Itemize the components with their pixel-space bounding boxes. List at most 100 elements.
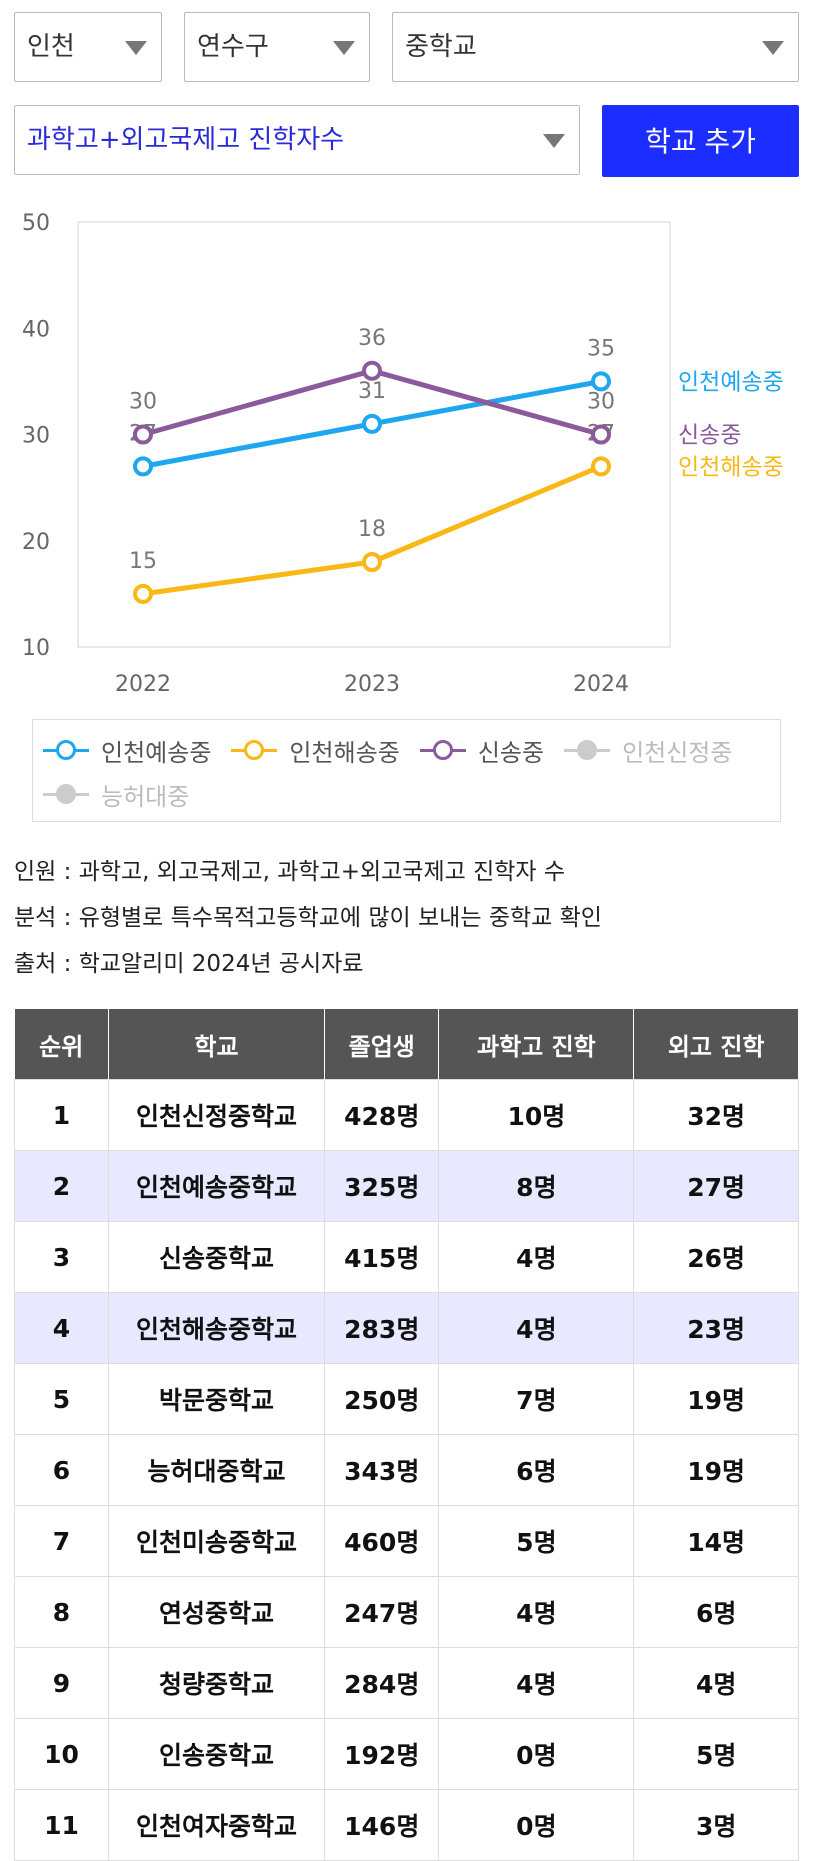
- school-level-select-value: 중학교: [405, 32, 477, 62]
- metric-select[interactable]: 과학고+외고국제고 진학자수: [14, 105, 580, 175]
- table-cell: 19명: [633, 1363, 799, 1435]
- table-cell: 5명: [633, 1718, 799, 1790]
- table-cell: 27명: [633, 1150, 799, 1222]
- table-cell: 1: [13, 1079, 110, 1151]
- table-cell: 146명: [324, 1789, 440, 1861]
- district-select[interactable]: 연수구: [184, 12, 370, 82]
- column-header: 학교: [108, 1009, 326, 1080]
- district-select-value: 연수구: [197, 32, 269, 62]
- school-level-select[interactable]: 중학교: [392, 12, 799, 82]
- data-point[interactable]: [133, 456, 153, 477]
- legend-label: 인천예송중: [101, 738, 212, 767]
- table-cell: 인천신정중학교: [108, 1079, 326, 1151]
- table-cell: 10: [13, 1718, 110, 1790]
- table-row[interactable]: 11 인천여자중학교 146명 0명 3명: [13, 1789, 799, 1861]
- region-select[interactable]: 인천: [14, 12, 162, 82]
- column-header: 외고 진학: [633, 1009, 799, 1080]
- table-cell: 인송중학교: [108, 1718, 326, 1790]
- data-point[interactable]: [362, 413, 382, 434]
- table-row[interactable]: 10 인송중학교 192명 0명 5명: [13, 1718, 799, 1790]
- legend-marker-icon: [231, 740, 278, 760]
- series-end-label: 인천예송중: [678, 369, 784, 395]
- legend-label: 인천해송중: [289, 738, 400, 767]
- data-point[interactable]: [133, 583, 153, 604]
- table-row[interactable]: 1 인천신정중학교 428명 10명 32명: [13, 1079, 799, 1151]
- data-label: 30: [129, 390, 157, 415]
- ranking-table: 순위 학교 졸업생 과학고 진학 외고 진학 1 인천신정중학교 428명 10명 32명 2 인천…: [13, 1009, 799, 1861]
- data-point[interactable]: [362, 360, 382, 381]
- table-cell: 0명: [438, 1718, 635, 1790]
- data-label: 18: [358, 517, 386, 542]
- table-cell: 7: [13, 1505, 110, 1577]
- series-end-label: 인천해송중: [678, 454, 784, 480]
- table-cell: 8명: [438, 1150, 635, 1222]
- note-count: 인원 : 과학고, 외고국제고, 과학고+외고국제고 진학자 수: [14, 859, 566, 885]
- table-cell: 인천예송중학교: [108, 1150, 326, 1222]
- x-tick-label: 2022: [115, 672, 171, 697]
- table-cell: 9: [13, 1647, 110, 1719]
- data-point[interactable]: [591, 456, 611, 477]
- data-point[interactable]: [133, 424, 153, 445]
- data-label: 35: [587, 336, 615, 361]
- table-cell: 8: [13, 1576, 110, 1648]
- legend-item[interactable]: 신송중: [419, 728, 544, 772]
- table-row[interactable]: 4 인천해송중학교 283명 4명 23명: [13, 1292, 799, 1364]
- y-tick-label: 30: [22, 424, 50, 449]
- table-row[interactable]: 6 능허대중학교 343명 6명 19명: [13, 1434, 799, 1506]
- column-header: 졸업생: [324, 1009, 440, 1080]
- table-cell: 4명: [438, 1292, 635, 1364]
- table-cell: 26명: [633, 1221, 799, 1293]
- table-cell: 14명: [633, 1505, 799, 1577]
- table-cell: 343명: [324, 1434, 440, 1506]
- table-row[interactable]: 8 연성중학교 247명 4명 6명: [13, 1576, 799, 1648]
- table-cell: 연성중학교: [108, 1576, 326, 1648]
- table-row[interactable]: 3 신송중학교 415명 4명 26명: [13, 1221, 799, 1293]
- legend-label: 능허대중: [101, 782, 190, 811]
- table-cell: 11: [13, 1789, 110, 1861]
- table-row[interactable]: 7 인천미송중학교 460명 5명 14명: [13, 1505, 799, 1577]
- table-row[interactable]: 9 청량중학교 284명 4명 4명: [13, 1647, 799, 1719]
- note-source: 출처 : 학교알리미 2024년 공시자료: [14, 951, 364, 977]
- table-cell: 2: [13, 1150, 110, 1222]
- region-select-value: 인천: [27, 32, 75, 62]
- table-cell: 7명: [438, 1363, 635, 1435]
- data-point[interactable]: [362, 552, 382, 572]
- table-cell: 415명: [324, 1221, 440, 1293]
- data-label: 30: [587, 390, 615, 415]
- data-point[interactable]: [591, 371, 611, 392]
- legend-item[interactable]: 인천예송중: [43, 728, 211, 772]
- table-cell: 3명: [633, 1789, 799, 1861]
- data-label: 15: [129, 549, 157, 574]
- data-label: 36: [358, 326, 386, 351]
- legend-label: 인천신정중: [622, 738, 733, 767]
- table-cell: 19명: [633, 1434, 799, 1506]
- table-cell: 박문중학교: [108, 1363, 326, 1435]
- legend-item[interactable]: 능허대중: [43, 772, 189, 816]
- table-cell: 325명: [324, 1150, 440, 1222]
- table-cell: 6명: [438, 1434, 635, 1506]
- table-cell: 284명: [324, 1647, 440, 1719]
- legend-item[interactable]: 인천신정중: [564, 728, 732, 772]
- table-row[interactable]: 5 박문중학교 250명 7명 19명: [13, 1363, 799, 1435]
- table-cell: 460명: [324, 1505, 440, 1577]
- table-row[interactable]: 2 인천예송중학교 325명 8명 27명: [13, 1150, 799, 1222]
- y-tick-label: 50: [22, 211, 50, 236]
- table-cell: 10명: [438, 1079, 635, 1151]
- table-cell: 4명: [438, 1576, 635, 1648]
- chevron-down-icon: [125, 41, 147, 55]
- add-school-button[interactable]: 학교 추가: [602, 105, 799, 177]
- table-cell: 6: [13, 1434, 110, 1506]
- table-cell: 인천여자중학교: [108, 1789, 326, 1861]
- metric-select-value: 과학고+외고국제고 진학자수: [27, 125, 345, 155]
- y-tick-label: 40: [22, 317, 50, 342]
- note-analysis: 분석 : 유형별로 특수목적고등학교에 많이 보내는 중학교 확인: [14, 905, 602, 931]
- legend-marker-icon: [419, 740, 466, 760]
- table-cell: 3: [13, 1221, 110, 1293]
- chevron-down-icon: [762, 41, 784, 55]
- table-header-row: 순위 학교 졸업생 과학고 진학 외고 진학: [14, 1009, 799, 1080]
- table-cell: 5: [13, 1363, 110, 1435]
- data-point[interactable]: [591, 424, 611, 445]
- data-label: 31: [358, 379, 386, 404]
- legend-item[interactable]: 인천해송중: [231, 728, 400, 772]
